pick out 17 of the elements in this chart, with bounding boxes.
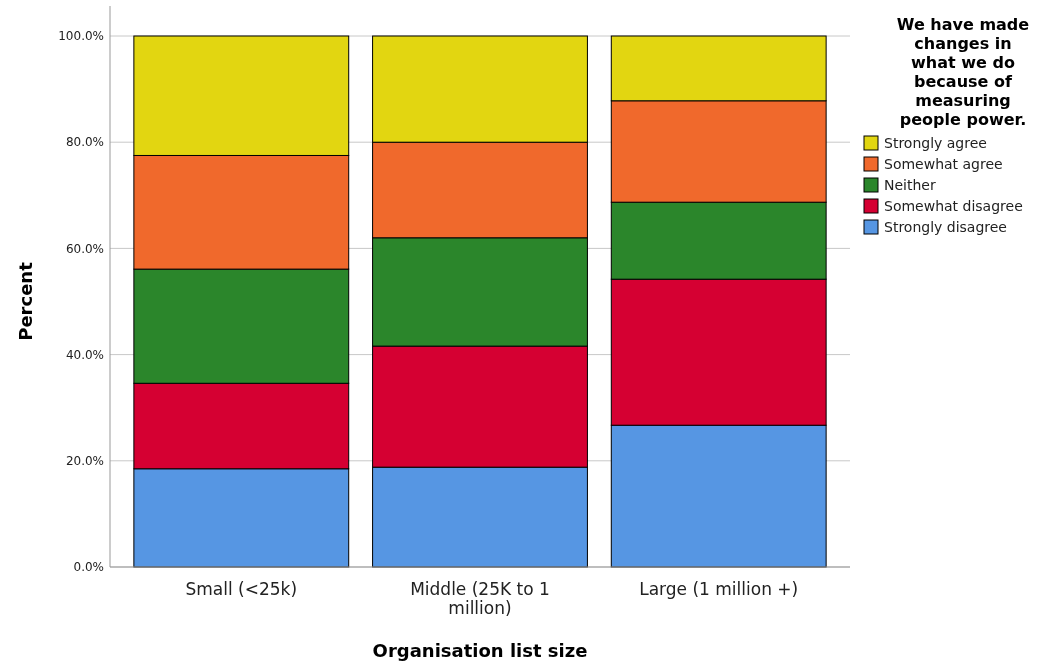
x-tick-label: Large (1 million +) bbox=[639, 579, 799, 599]
y-tick-label: 60.0% bbox=[65, 241, 104, 256]
x-axis-title: Organisation list size bbox=[372, 640, 588, 661]
x-tick-label: Middle (25K to 1 million) bbox=[410, 579, 550, 618]
x-tick-label: Small (<25k) bbox=[185, 579, 298, 599]
legend-label: Somewhat disagree bbox=[884, 197, 1023, 214]
y-tick-label: 100.0% bbox=[58, 29, 104, 44]
y-tick-label: 80.0% bbox=[65, 135, 104, 150]
legend-label: Somewhat agree bbox=[884, 155, 1003, 172]
legend-label: Neither bbox=[884, 176, 936, 193]
y-tick-label: 20.0% bbox=[65, 454, 104, 468]
y-tick-label: 0.0% bbox=[73, 560, 104, 575]
legend-label: Strongly disagree bbox=[884, 218, 1007, 235]
legend-label: Strongly agree bbox=[884, 134, 987, 151]
y-axis-title: Percent bbox=[15, 261, 36, 341]
legend-title: We have made changes in what we do because of measuring people power. bbox=[896, 15, 1030, 129]
y-tick-label: 40.0% bbox=[65, 347, 104, 362]
